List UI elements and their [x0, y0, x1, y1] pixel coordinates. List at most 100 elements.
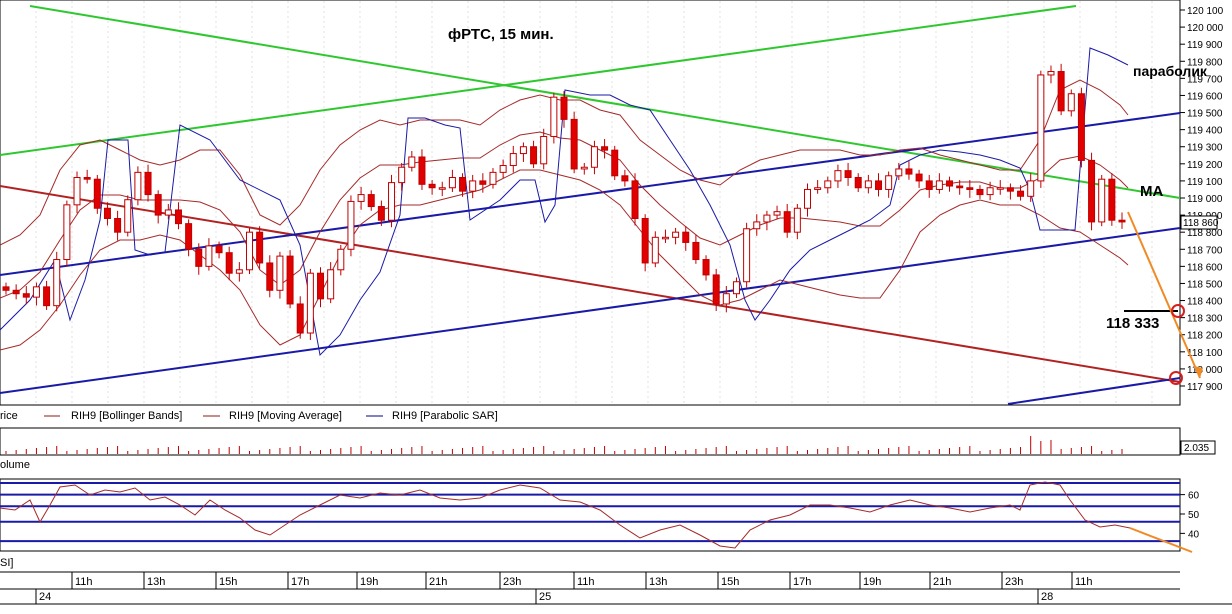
candle-body — [1057, 71, 1065, 112]
target-circle-2 — [1169, 371, 1183, 385]
candle-body — [428, 183, 436, 189]
candle-body — [560, 96, 568, 120]
price-tick-label: 119 000 — [1187, 194, 1223, 205]
candle-body — [814, 187, 822, 190]
rsi-levels: 60 50 40 — [0, 482, 1200, 543]
price-tick-label: 118 000 — [1187, 365, 1223, 376]
candle-body — [753, 221, 761, 230]
candle-body — [114, 218, 122, 233]
candle-body — [763, 214, 771, 223]
candle-body — [245, 231, 253, 271]
volume-value-box — [1180, 440, 1216, 455]
target-circle-1 — [1171, 304, 1185, 318]
candle-body — [448, 176, 456, 189]
green-lower-trendline — [29, 5, 1181, 199]
candle-body — [22, 293, 30, 298]
candle-body — [337, 248, 345, 271]
candle-body — [732, 281, 740, 295]
candle-body — [164, 209, 172, 216]
candle-body — [357, 194, 365, 202]
legend-bollinger: RIH9 [Bollinger Bands] — [71, 410, 182, 422]
volume-label: olume — [0, 459, 30, 471]
candle-body — [134, 171, 142, 201]
target-label: 118 333 — [1106, 315, 1159, 332]
legend-price: rice — [0, 410, 18, 422]
candle-body — [540, 135, 548, 165]
hour-label: 13h — [649, 576, 667, 588]
candle-body — [773, 211, 781, 216]
candle-body — [530, 146, 538, 165]
candle-body — [398, 166, 406, 184]
candle-body — [601, 146, 609, 151]
volume-panel — [0, 427, 1181, 456]
candle-body — [388, 182, 396, 221]
candle-body — [53, 259, 61, 307]
candle-body — [692, 241, 700, 261]
candle-body — [661, 236, 669, 240]
candle-body — [418, 156, 426, 185]
candle-body — [83, 176, 91, 180]
price-tick-label: 118 200 — [1187, 331, 1223, 342]
candle-body — [43, 286, 51, 307]
candle-body — [347, 200, 355, 250]
candle-body — [550, 96, 558, 137]
candle-body — [621, 175, 629, 182]
candle-body — [875, 180, 883, 190]
candle-body — [266, 262, 274, 291]
price-tick-label: 119 900 — [1187, 40, 1223, 51]
hour-label: 17h — [793, 576, 811, 588]
candle-body — [2, 286, 10, 291]
hour-label: 21h — [429, 576, 447, 588]
price-tick-label: 120 100 — [1187, 6, 1224, 17]
candle-body — [915, 173, 923, 182]
candle-body — [844, 170, 852, 178]
candle-body — [499, 165, 507, 173]
blue-mid-trendline — [0, 227, 1181, 394]
candle-body — [580, 166, 588, 170]
candle-body — [712, 274, 720, 305]
candle-body — [205, 245, 213, 267]
parabolic-label: параболик — [1133, 63, 1208, 79]
candle-body — [459, 176, 467, 192]
rsi-label: SI] — [0, 557, 13, 569]
price-axis: 120 100 120 000 119 900 119 800 119 700 119 6… — [1180, 6, 1224, 393]
candle-body — [1047, 71, 1055, 76]
forecast-arrow-line — [1127, 211, 1201, 379]
candle-body — [935, 180, 943, 190]
red-trendline — [0, 185, 1181, 383]
rsi-tick-label: 50 — [1188, 510, 1200, 521]
candle-body — [1098, 178, 1106, 223]
price-tick-label: 119 800 — [1187, 57, 1223, 68]
day-label: 28 — [1041, 591, 1053, 603]
forecast-arrowhead — [1194, 366, 1203, 378]
candle-body — [276, 255, 284, 291]
candle-body — [195, 248, 203, 267]
candle-body — [286, 255, 294, 305]
price-tick-label: 119 700 — [1187, 74, 1223, 85]
candle-body — [1037, 74, 1045, 182]
hour-label: 21h — [933, 576, 951, 588]
candle-body — [12, 289, 20, 295]
legend-sar: RIH9 [Parabolic SAR] — [392, 410, 498, 422]
price-tick-label: 118 300 — [1187, 314, 1223, 325]
hour-label: 15h — [219, 576, 237, 588]
day-label: 24 — [39, 591, 51, 603]
last-price-box — [1180, 215, 1218, 230]
candle-body — [824, 180, 832, 189]
candle-body — [438, 187, 446, 190]
candle-body — [783, 211, 791, 233]
ma-label: MA — [1140, 183, 1163, 200]
candle-body — [986, 187, 994, 196]
hour-label: 11h — [577, 576, 595, 588]
candle-body — [651, 236, 659, 264]
candles — [2, 63, 1126, 341]
candle-body — [956, 185, 964, 189]
rsi-line — [0, 481, 1131, 549]
legend-ma: RIH9 [Moving Average] — [229, 410, 342, 422]
hour-label: 17h — [291, 576, 309, 588]
price-tick-label: 119 300 — [1187, 143, 1223, 154]
candle-body — [885, 175, 893, 190]
candle-body — [702, 259, 710, 276]
